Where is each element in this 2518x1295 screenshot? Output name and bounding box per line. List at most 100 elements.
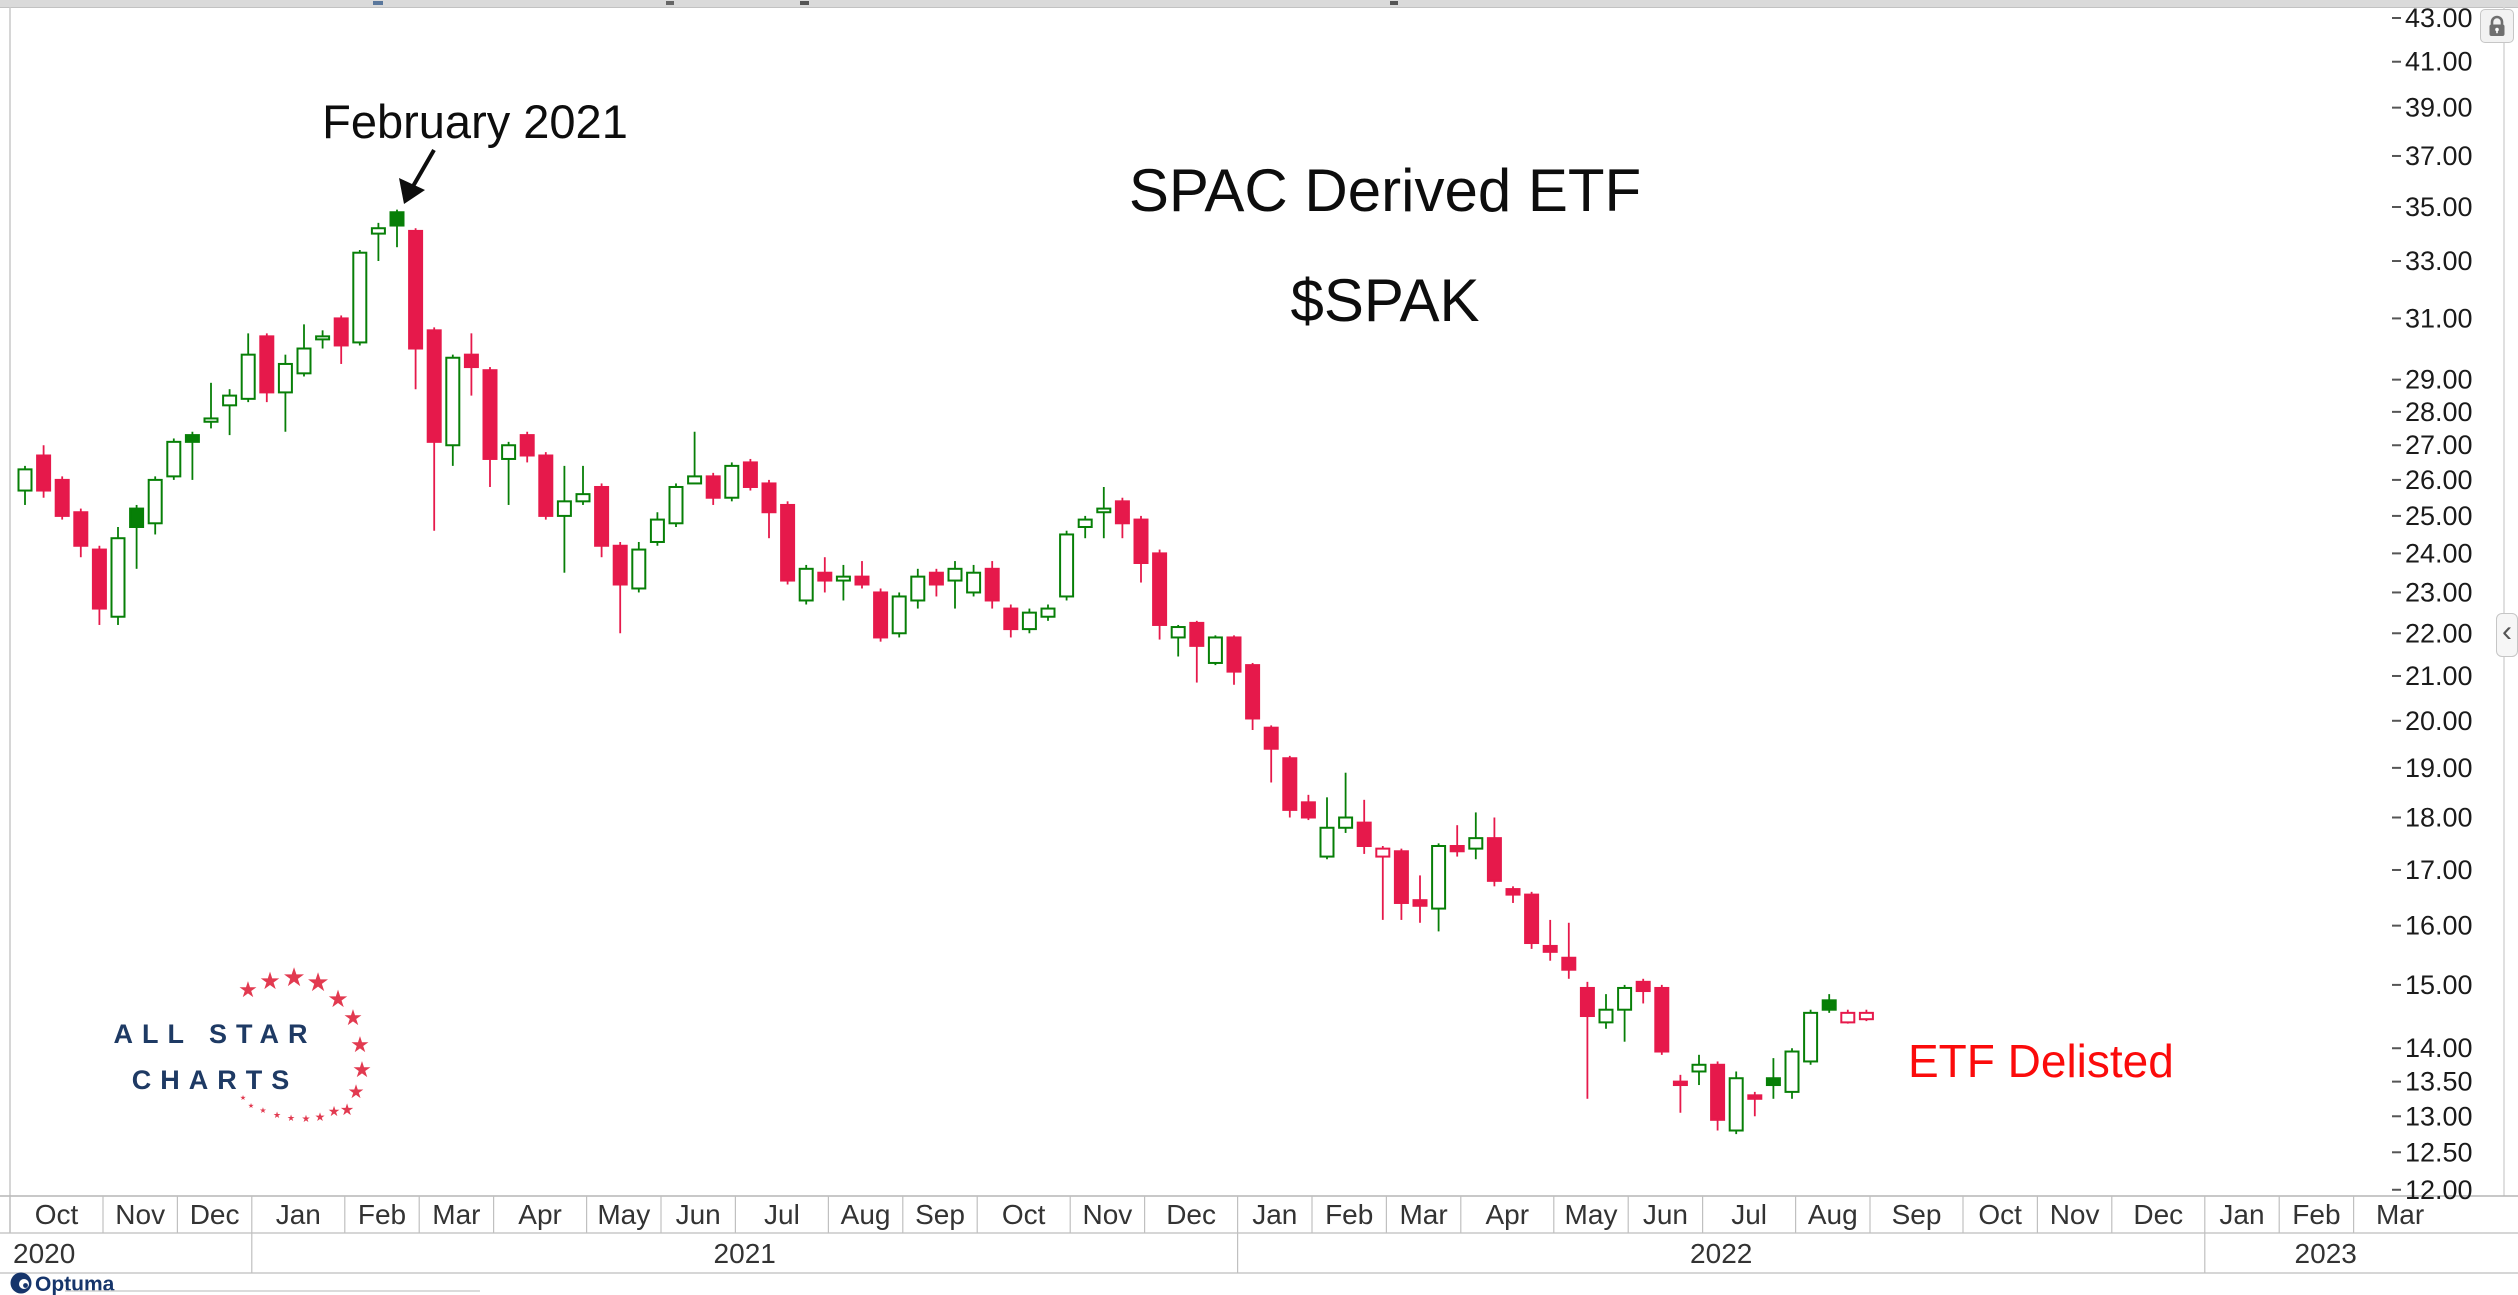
candle[interactable]: [947, 567, 963, 582]
candle[interactable]: [1784, 1050, 1800, 1093]
candle[interactable]: [1654, 986, 1670, 1053]
candle[interactable]: [1505, 888, 1521, 896]
candle[interactable]: [1691, 1063, 1707, 1073]
candle[interactable]: [1170, 626, 1186, 639]
price-axis[interactable]: 43.00 41.00 39.00 37.00 35.00 33.00 31.00 29.00…: [2392, 3, 2473, 1205]
candle[interactable]: [538, 454, 554, 517]
annotation-arrow[interactable]: [399, 148, 436, 204]
candle[interactable]: [1226, 636, 1242, 673]
candle[interactable]: [835, 575, 851, 582]
candle[interactable]: [984, 567, 1000, 602]
candle[interactable]: [352, 251, 368, 344]
candle[interactable]: [426, 329, 442, 443]
candle[interactable]: [1449, 844, 1465, 853]
candle[interactable]: [1412, 899, 1428, 907]
candle[interactable]: [166, 440, 182, 478]
annotation-peak-label[interactable]: February 2021: [322, 95, 628, 148]
candle[interactable]: [482, 369, 498, 460]
candle[interactable]: [1765, 1077, 1781, 1087]
candle[interactable]: [1747, 1094, 1763, 1100]
candle[interactable]: [1672, 1080, 1688, 1087]
candle[interactable]: [1840, 1011, 1856, 1024]
candle[interactable]: [1059, 533, 1075, 598]
candle[interactable]: [1133, 518, 1149, 564]
candle[interactable]: [1096, 507, 1112, 514]
candle[interactable]: [817, 571, 833, 582]
candle[interactable]: [1040, 607, 1056, 618]
candle[interactable]: [724, 464, 740, 499]
annotation-delisted-label[interactable]: ETF Delisted: [1908, 1035, 2174, 1087]
candle[interactable]: [1114, 500, 1130, 525]
candle[interactable]: [1207, 636, 1223, 664]
candle[interactable]: [966, 571, 982, 594]
candle[interactable]: [1803, 1011, 1819, 1063]
candle[interactable]: [798, 567, 814, 602]
candle[interactable]: [575, 493, 591, 503]
candle[interactable]: [1542, 944, 1558, 953]
candle[interactable]: [1245, 664, 1261, 720]
candle[interactable]: [873, 591, 889, 639]
candle[interactable]: [73, 511, 89, 547]
candle[interactable]: [91, 548, 107, 610]
candle[interactable]: [1393, 850, 1409, 904]
candle[interactable]: [1152, 552, 1168, 626]
candle[interactable]: [705, 475, 721, 499]
candle[interactable]: [594, 485, 610, 547]
candle[interactable]: [556, 500, 572, 517]
candle[interactable]: [333, 317, 349, 347]
candle[interactable]: [780, 503, 796, 582]
candlestick-series[interactable]: [17, 209, 1874, 1135]
candle[interactable]: [1635, 980, 1651, 993]
candle[interactable]: [1598, 1008, 1614, 1024]
axis-lock-button[interactable]: [2480, 9, 2514, 43]
candle[interactable]: [129, 507, 145, 528]
candle[interactable]: [519, 434, 535, 457]
candle[interactable]: [315, 335, 331, 341]
candle[interactable]: [1319, 826, 1335, 858]
candle[interactable]: [1263, 726, 1279, 750]
candle[interactable]: [1189, 621, 1205, 647]
candle[interactable]: [501, 444, 517, 460]
candle[interactable]: [1821, 999, 1837, 1011]
panel-collapse-button[interactable]: ‹: [2496, 613, 2518, 657]
candle[interactable]: [742, 461, 758, 488]
candle[interactable]: [370, 227, 386, 235]
candle[interactable]: [1561, 956, 1577, 971]
candle[interactable]: [296, 347, 312, 375]
candle[interactable]: [1077, 518, 1093, 528]
candle[interactable]: [854, 575, 870, 586]
candle[interactable]: [1282, 757, 1298, 811]
candle[interactable]: [1375, 847, 1391, 858]
candle[interactable]: [110, 537, 126, 618]
candle[interactable]: [612, 544, 628, 586]
candle[interactable]: [36, 454, 52, 492]
candle[interactable]: [17, 468, 33, 492]
candle[interactable]: [1300, 801, 1316, 819]
candle[interactable]: [463, 353, 479, 369]
candle[interactable]: [1617, 986, 1633, 1011]
candle[interactable]: [1021, 611, 1037, 631]
candle[interactable]: [1431, 844, 1447, 910]
candle[interactable]: [389, 211, 405, 227]
candle[interactable]: [445, 356, 461, 447]
candle[interactable]: [631, 548, 647, 590]
candle[interactable]: [277, 362, 293, 394]
candle[interactable]: [910, 575, 926, 602]
candle[interactable]: [222, 394, 238, 407]
candle[interactable]: [1524, 893, 1540, 945]
time-axis[interactable]: Oct Nov Dec Jan Feb Mar Apr May Jun Jul Aug Sep Oct N…: [9, 1196, 2424, 1273]
candle[interactable]: [1579, 986, 1595, 1018]
candle[interactable]: [147, 478, 163, 525]
candle[interactable]: [668, 485, 684, 525]
candle[interactable]: [1728, 1077, 1744, 1132]
candle[interactable]: [259, 335, 275, 394]
candle[interactable]: [1858, 1011, 1874, 1021]
candle[interactable]: [1356, 821, 1372, 847]
candle[interactable]: [184, 434, 200, 443]
candle[interactable]: [761, 482, 777, 514]
candle[interactable]: [240, 353, 256, 400]
candle[interactable]: [928, 571, 944, 586]
candle[interactable]: [687, 475, 703, 485]
candle[interactable]: [1338, 816, 1354, 829]
candle[interactable]: [203, 417, 219, 423]
